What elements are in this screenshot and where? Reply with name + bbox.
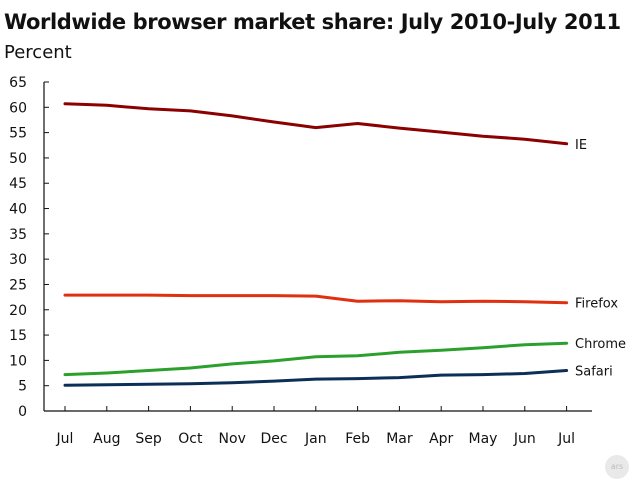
y-tick-label: 15 <box>9 328 27 344</box>
series-labels: IE Firefox Chrome Safari <box>575 138 626 380</box>
x-tick-labels: Jul Aug Sep Oct Nov Dec Jan Feb Mar Apr May Jun Jul <box>56 431 576 447</box>
series-label-chrome: Chrome <box>575 337 626 352</box>
x-tick-label: Dec <box>260 431 287 447</box>
y-tick-label: 60 <box>9 100 27 116</box>
y-tick-label: 40 <box>9 202 27 218</box>
x-tick-label: Mar <box>386 431 413 447</box>
x-tick-label: Apr <box>429 431 453 447</box>
x-tick-label: Aug <box>93 431 120 447</box>
y-tick-label: 20 <box>9 303 27 319</box>
y-tick-label: 30 <box>9 252 27 268</box>
series-label-firefox: Firefox <box>575 297 618 312</box>
x-tick-label: Nov <box>219 431 246 447</box>
series-line-ie <box>63 102 569 146</box>
series-line-safari <box>63 369 569 387</box>
y-tick-label: 10 <box>9 353 27 369</box>
x-tick-label: Jun <box>513 431 536 447</box>
y-axis-unit-label: Percent <box>4 42 72 63</box>
x-tick-label: May <box>469 431 498 447</box>
y-tick-label: 55 <box>9 126 27 142</box>
x-tick-label: Jul <box>557 431 575 447</box>
series-label-safari: Safari <box>575 365 613 380</box>
ars-logo-icon: ars <box>605 455 629 479</box>
x-tick-label: Jul <box>56 431 74 447</box>
y-tick-label: 65 <box>9 75 27 91</box>
x-tick-label: Feb <box>345 431 370 447</box>
y-tick-label: 45 <box>9 176 27 192</box>
series-label-ie: IE <box>575 138 587 153</box>
y-tick-labels: 0 5 10 15 20 25 30 35 40 45 50 55 60 65 <box>9 75 27 420</box>
series-line-firefox <box>63 293 569 305</box>
y-tick-label: 35 <box>9 227 27 243</box>
y-tick-label: 50 <box>9 151 27 167</box>
series-line-chrome <box>63 341 569 377</box>
chart-title: Worldwide browser market share: July 201… <box>4 10 621 34</box>
x-tick-label: Oct <box>178 431 203 447</box>
x-tick-label: Jan <box>304 431 327 447</box>
x-tick-label: Sep <box>135 431 162 447</box>
y-tick-label: 5 <box>18 379 27 395</box>
series-lines <box>63 102 569 387</box>
y-tick-label: 25 <box>9 277 27 293</box>
axes <box>43 81 592 412</box>
y-tick-label: 0 <box>18 404 27 420</box>
